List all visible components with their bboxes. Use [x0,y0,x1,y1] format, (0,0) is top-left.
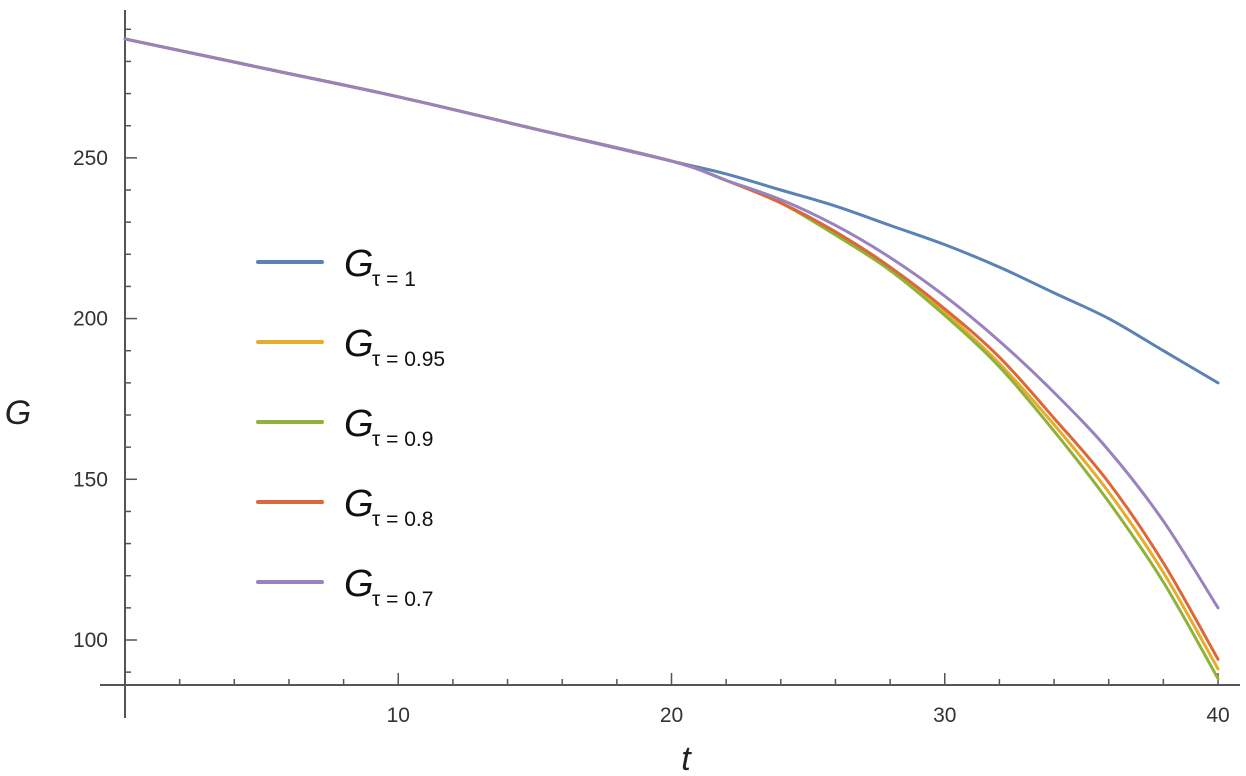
legend-label-sub: τ = 0.95 [372,348,445,371]
y-tick-label: 150 [73,468,108,491]
legend-label-main: G [344,323,374,365]
y-axis-label: G [5,394,31,432]
legend-label-sub: τ = 1 [372,268,416,291]
legend-label-main: G [344,483,374,525]
x-tick-label: 10 [387,704,410,727]
y-tick-label: 250 [73,147,108,170]
series-line-4 [123,37,1220,610]
x-axis-label: t [681,740,692,776]
series-layer [123,37,1220,681]
y-tick-label: 200 [73,308,108,331]
series-line-0 [123,37,1220,385]
series-line-1 [123,37,1220,671]
y-tick-label: 100 [73,629,108,652]
axes: 10 20 30 40 100 150 200 250 [73,10,1240,727]
legend-label-sub: τ = 0.8 [372,508,433,531]
legend-label-main: G [344,243,374,285]
x-tick-label: 20 [660,704,683,727]
series-line-3 [123,37,1220,661]
legend-label-main: G [344,563,374,605]
legend-label-sub: τ = 0.9 [372,428,433,451]
x-tick-label: 30 [933,704,956,727]
x-tick-label: 40 [1206,704,1229,727]
legend-label-main: G [344,403,374,445]
legend-label-sub: τ = 0.7 [372,588,433,611]
